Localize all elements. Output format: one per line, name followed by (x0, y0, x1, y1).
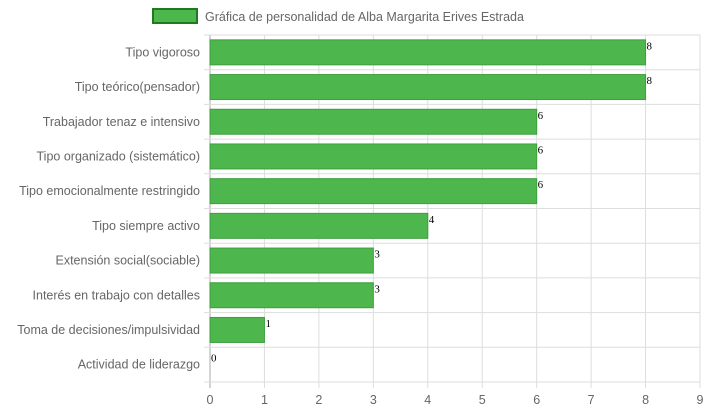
x-tick-label: 2 (315, 393, 322, 407)
data-label: 6 (538, 110, 544, 122)
data-label: 3 (374, 283, 380, 295)
x-tick-label: 6 (533, 393, 540, 407)
bar[interactable] (209, 108, 538, 135)
legend[interactable]: Gráfica de personalidad de Alba Margarit… (152, 8, 524, 24)
category-label: Actividad de liderazgo (78, 358, 200, 372)
bar[interactable] (209, 212, 429, 239)
category-label: Tipo teórico(pensador) (75, 80, 200, 94)
category-label: Extensión social(sociable) (55, 254, 200, 268)
data-label: 8 (647, 40, 653, 52)
category-label: Tipo vigoroso (125, 45, 200, 59)
data-label: 6 (538, 144, 544, 156)
data-labels: 8 8 6 6 6 4 3 3 1 0 (211, 40, 653, 364)
legend-swatch (152, 8, 198, 24)
x-axis-ticks: 0 1 2 3 4 5 6 7 8 9 (207, 393, 704, 407)
bar[interactable] (209, 74, 647, 101)
data-label: 4 (429, 214, 435, 226)
data-label: 3 (374, 249, 380, 261)
category-label: Interés en trabajo con detalles (33, 288, 200, 302)
x-tick-label: 5 (479, 393, 486, 407)
data-label: 1 (265, 318, 271, 330)
category-labels: Tipo vigoroso Tipo teórico(pensador) Traba… (17, 45, 200, 371)
category-label: Trabajador tenaz e intensivo (43, 115, 200, 129)
category-label: Toma de decisiones/impulsividad (17, 323, 200, 337)
bars (209, 39, 647, 343)
bar[interactable] (209, 316, 265, 343)
x-tick-label: 0 (207, 393, 214, 407)
data-label: 8 (647, 75, 653, 87)
x-tick-label: 7 (588, 393, 595, 407)
category-label: Tipo emocionalmente restringido (19, 184, 200, 198)
bar[interactable] (209, 282, 374, 309)
x-tick-label: 9 (697, 393, 704, 407)
category-label: Tipo siempre activo (92, 219, 200, 233)
bar[interactable] (209, 178, 538, 205)
bar[interactable] (209, 39, 647, 66)
x-tick-label: 4 (424, 393, 431, 407)
data-label: 6 (538, 179, 544, 191)
bar[interactable] (209, 143, 538, 170)
legend-label: Gráfica de personalidad de Alba Margarit… (205, 10, 524, 24)
x-tick-label: 8 (642, 393, 649, 407)
x-tick-label: 3 (370, 393, 377, 407)
data-label: 0 (211, 353, 217, 365)
bar[interactable] (209, 247, 374, 274)
x-tick-label: 1 (261, 393, 268, 407)
category-label: Tipo organizado (sistemático) (37, 149, 201, 163)
